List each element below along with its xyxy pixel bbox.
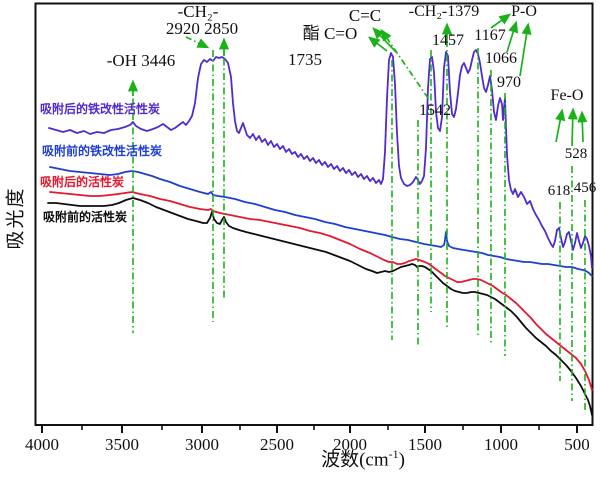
x-axis-ticks [41, 425, 578, 433]
annotation-arrow-12 [577, 110, 588, 143]
peak-label-7: 1457 [432, 32, 464, 49]
x-axis-label-sup: -1 [388, 447, 399, 461]
peak-label-12: 970 [497, 74, 521, 91]
peak-label-11: 1066 [485, 50, 517, 67]
peak-label-15: 618 [547, 183, 571, 199]
legend-item-2: 吸附后的活性炭 [40, 175, 125, 189]
legend-item-0: 吸附后的铁改性活性炭 [40, 102, 161, 116]
x-tick-label-1000: 1000 [484, 435, 518, 454]
annotation-arrow-8 [506, 20, 519, 53]
annotation-arrow-7 [490, 13, 512, 29]
peak-label-9: 1167 [474, 27, 506, 44]
spectrum-curve-2 [49, 191, 593, 391]
spectrum-curve-3 [47, 197, 593, 416]
peak-label-6: -CH₂-1379 [408, 3, 480, 20]
x-tick-label-4000: 4000 [25, 435, 59, 454]
x-tick-label-1500: 1500 [408, 435, 442, 454]
x-tick-label-2500: 2500 [260, 435, 294, 454]
peak-label-1: -CH₂- [177, 2, 219, 21]
annotation-arrow-10 [555, 108, 566, 143]
annotation-arrow-5 [380, 28, 429, 99]
peak-label-14: 528 [564, 146, 588, 162]
legend-item-1: 吸附前的铁改性活性炭 [42, 144, 163, 158]
annotation-arrows [127, 13, 588, 147]
x-axis-label-close: ) [398, 449, 405, 471]
spectra-curves [47, 49, 593, 416]
annotation-arrow-11 [567, 107, 578, 147]
peak-label-2: 2920 2850 [165, 19, 239, 38]
peak-label-4: 1735 [288, 50, 322, 69]
x-tick-label-500: 500 [564, 435, 590, 454]
peak-label-3: 酯 C=O [302, 24, 358, 43]
annotation-arrow-9 [519, 22, 532, 77]
annotation-arrow-1 [185, 36, 210, 49]
x-axis-label: 波数(cm-1) [321, 448, 405, 469]
x-tick-label-3000: 3000 [185, 435, 219, 454]
peak-label-8: 1542 [419, 102, 451, 119]
x-axis-label-text: 波数(cm [321, 449, 389, 471]
peak-label-16: 456 [573, 180, 597, 196]
peak-label-13: Fe-O [550, 87, 584, 104]
legend-item-3: 吸附前的活性炭 [43, 210, 128, 224]
peak-label-10: P-O [511, 3, 537, 20]
annotation-arrow-3 [367, 36, 388, 52]
peak-label-0: -OH 3446 [106, 51, 176, 70]
x-tick-label-2000: 2000 [333, 435, 367, 454]
peak-label-5: C=C [348, 6, 382, 25]
y-axis-label: 吸光度 [5, 186, 27, 250]
x-tick-label-3500: 3500 [105, 435, 139, 454]
peak-guide-lines [132, 40, 586, 410]
spectrum-curve-1 [49, 166, 593, 277]
spectrum-curve-0 [48, 49, 593, 269]
